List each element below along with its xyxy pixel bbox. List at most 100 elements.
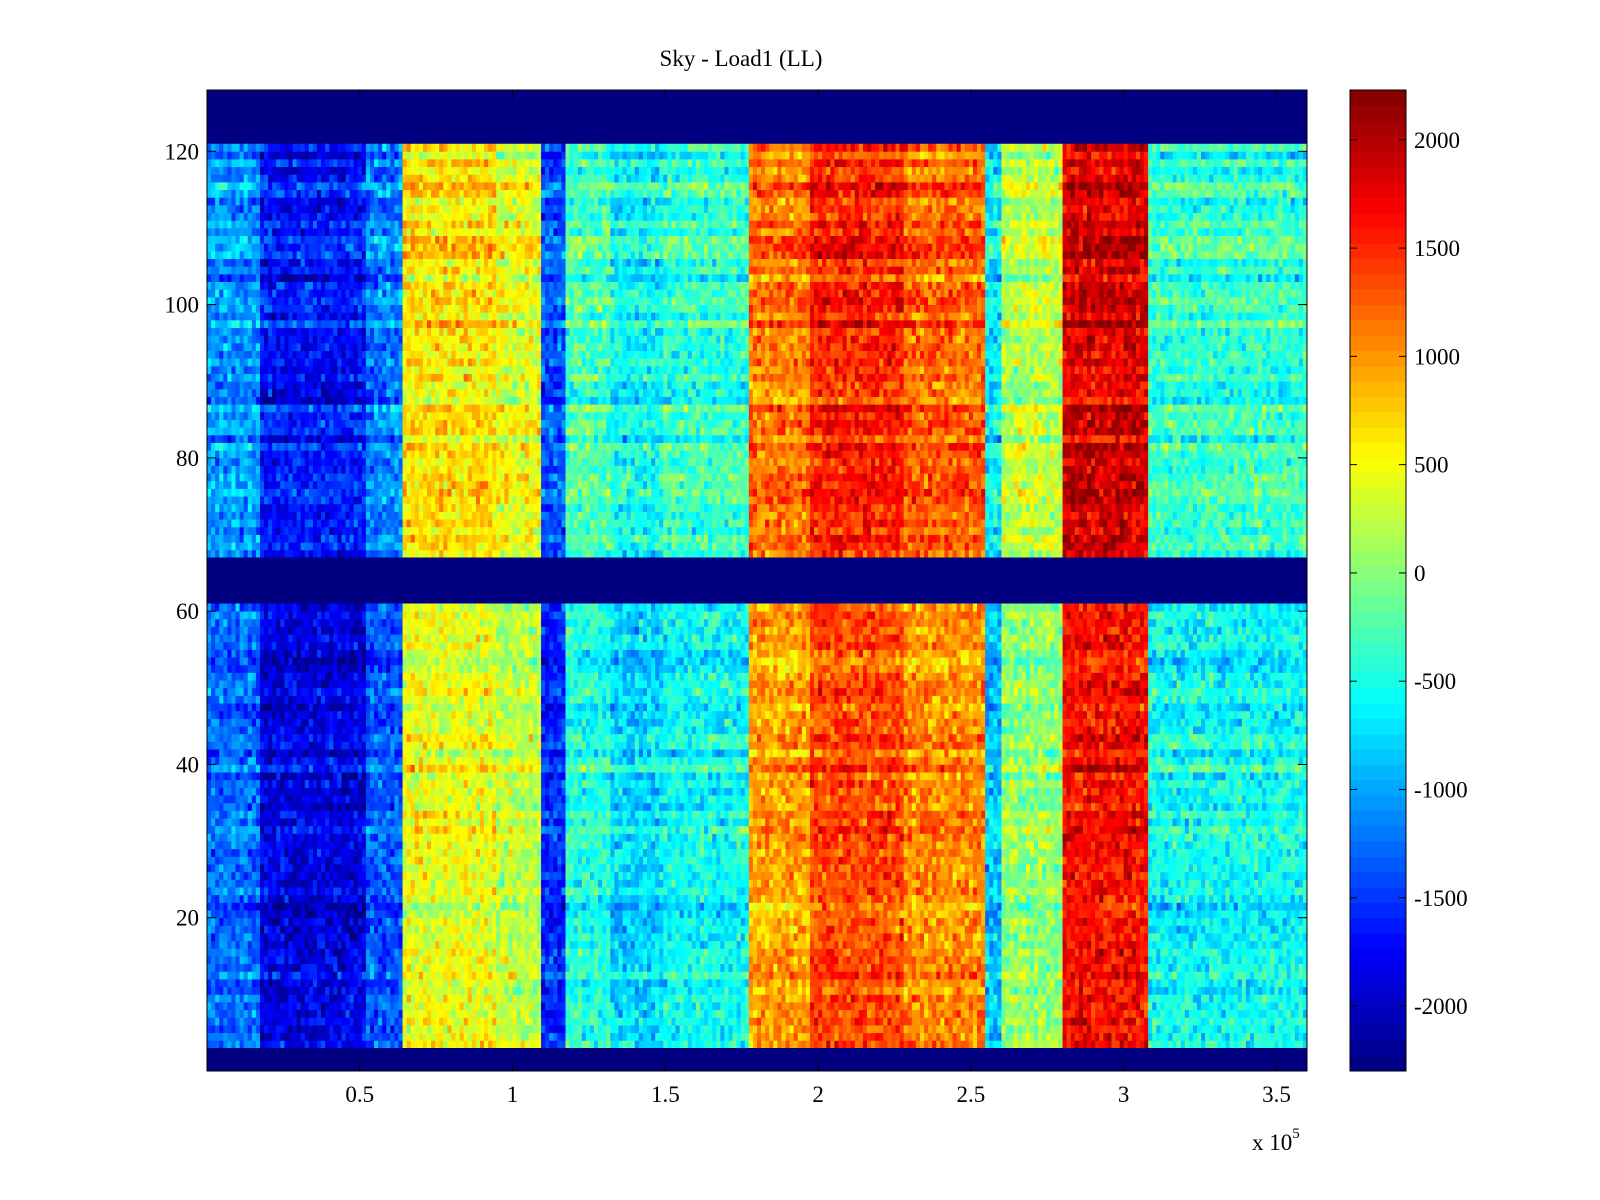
heatmap-cell [350,933,354,941]
heatmap-cell [517,1002,521,1010]
heatmap-cell [916,925,920,933]
heatmap-cell [541,1025,545,1033]
heatmap-cell [354,971,358,979]
heatmap-cell [407,987,411,995]
heatmap-cell [301,964,305,972]
heatmap-cell [594,925,598,933]
heatmap-cell [508,1033,512,1041]
heatmap-cell [447,987,451,995]
heatmap-cell [1205,971,1209,979]
heatmap-cell [1124,918,1128,926]
heatmap-cell [887,1040,891,1048]
heatmap-cell [724,948,728,956]
heatmap-cell [859,925,863,933]
heatmap-cell [822,1017,826,1025]
heatmap-cell [887,987,891,995]
heatmap-cell [301,948,305,956]
heatmap-cell [806,948,810,956]
heatmap-cell [407,910,411,918]
heatmap-cell [822,925,826,933]
heatmap-cell [240,902,244,910]
heatmap-cell [1034,964,1038,972]
heatmap-cell [1107,918,1111,926]
heatmap-cell [985,1017,989,1025]
heatmap-cell [1042,1002,1046,1010]
heatmap-cell [838,1040,842,1048]
heatmap-cell [252,964,256,972]
heatmap-cell [553,941,557,949]
heatmap-cell [1164,964,1168,972]
heatmap-cell [464,933,468,941]
heatmap-cell [708,910,712,918]
heatmap-cell [476,994,480,1002]
heatmap-cell [504,1040,508,1048]
heatmap-cell [1168,1033,1172,1041]
heatmap-cell [496,941,500,949]
heatmap-cell [643,964,647,972]
heatmap-cell [223,964,227,972]
heatmap-cell [1156,994,1160,1002]
heatmap-cell [643,925,647,933]
heatmap-cell [1111,971,1115,979]
heatmap-cell [480,910,484,918]
heatmap-cell [814,1010,818,1018]
heatmap-cell [1185,925,1189,933]
heatmap-cell [814,933,818,941]
heatmap-cell [268,1017,272,1025]
heatmap-cell [1238,1010,1242,1018]
heatmap-cell [1054,933,1058,941]
heatmap-cell [1067,948,1071,956]
heatmap-cell [602,987,606,995]
heatmap-cell [297,987,301,995]
heatmap-cell [1221,956,1225,964]
heatmap-cell [859,1040,863,1048]
heatmap-cell [908,1010,912,1018]
heatmap-cell [464,971,468,979]
heatmap-cell [500,910,504,918]
heatmap-cell [297,994,301,1002]
heatmap-cell [806,1033,810,1041]
heatmap-cell [1018,1033,1022,1041]
heatmap-cell [244,1033,248,1041]
heatmap-cell [362,948,366,956]
heatmap-cell [504,925,508,933]
heatmap-cell [1152,941,1156,949]
heatmap-cell [346,918,350,926]
heatmap-cell [724,925,728,933]
heatmap-cell [337,979,341,987]
heatmap-cell [533,933,537,941]
heatmap-cell [985,941,989,949]
heatmap-cell [1124,1010,1128,1018]
heatmap-cell [1246,941,1250,949]
heatmap-cell [1103,1002,1107,1010]
heatmap-cell [533,1025,537,1033]
heatmap-cell [309,918,313,926]
heatmap-cell [993,918,997,926]
heatmap-cell [1283,925,1287,933]
heatmap-cell [341,918,345,926]
heatmap-cell [680,918,684,926]
heatmap-cell [1022,1033,1026,1041]
heatmap-cell [1006,1017,1010,1025]
heatmap-cell [1075,918,1079,926]
heatmap-cell [602,948,606,956]
heatmap-cell [802,1010,806,1018]
heatmap-cell [908,956,912,964]
heatmap-cell [855,1025,859,1033]
heatmap-cell [1278,987,1282,995]
heatmap-cell [1001,1017,1005,1025]
heatmap-cell [264,948,268,956]
heatmap-cell [883,979,887,987]
heatmap-cell [1038,994,1042,1002]
heatmap-cell [814,994,818,1002]
heatmap-cell [867,1040,871,1048]
heatmap-cell [855,979,859,987]
heatmap-cell [635,1010,639,1018]
heatmap-cell [908,987,912,995]
heatmap-cell [940,1040,944,1048]
heatmap-cell [631,948,635,956]
heatmap-cell [749,956,753,964]
heatmap-cell [411,956,415,964]
heatmap-cell [1262,994,1266,1002]
heatmap-cell [944,1002,948,1010]
